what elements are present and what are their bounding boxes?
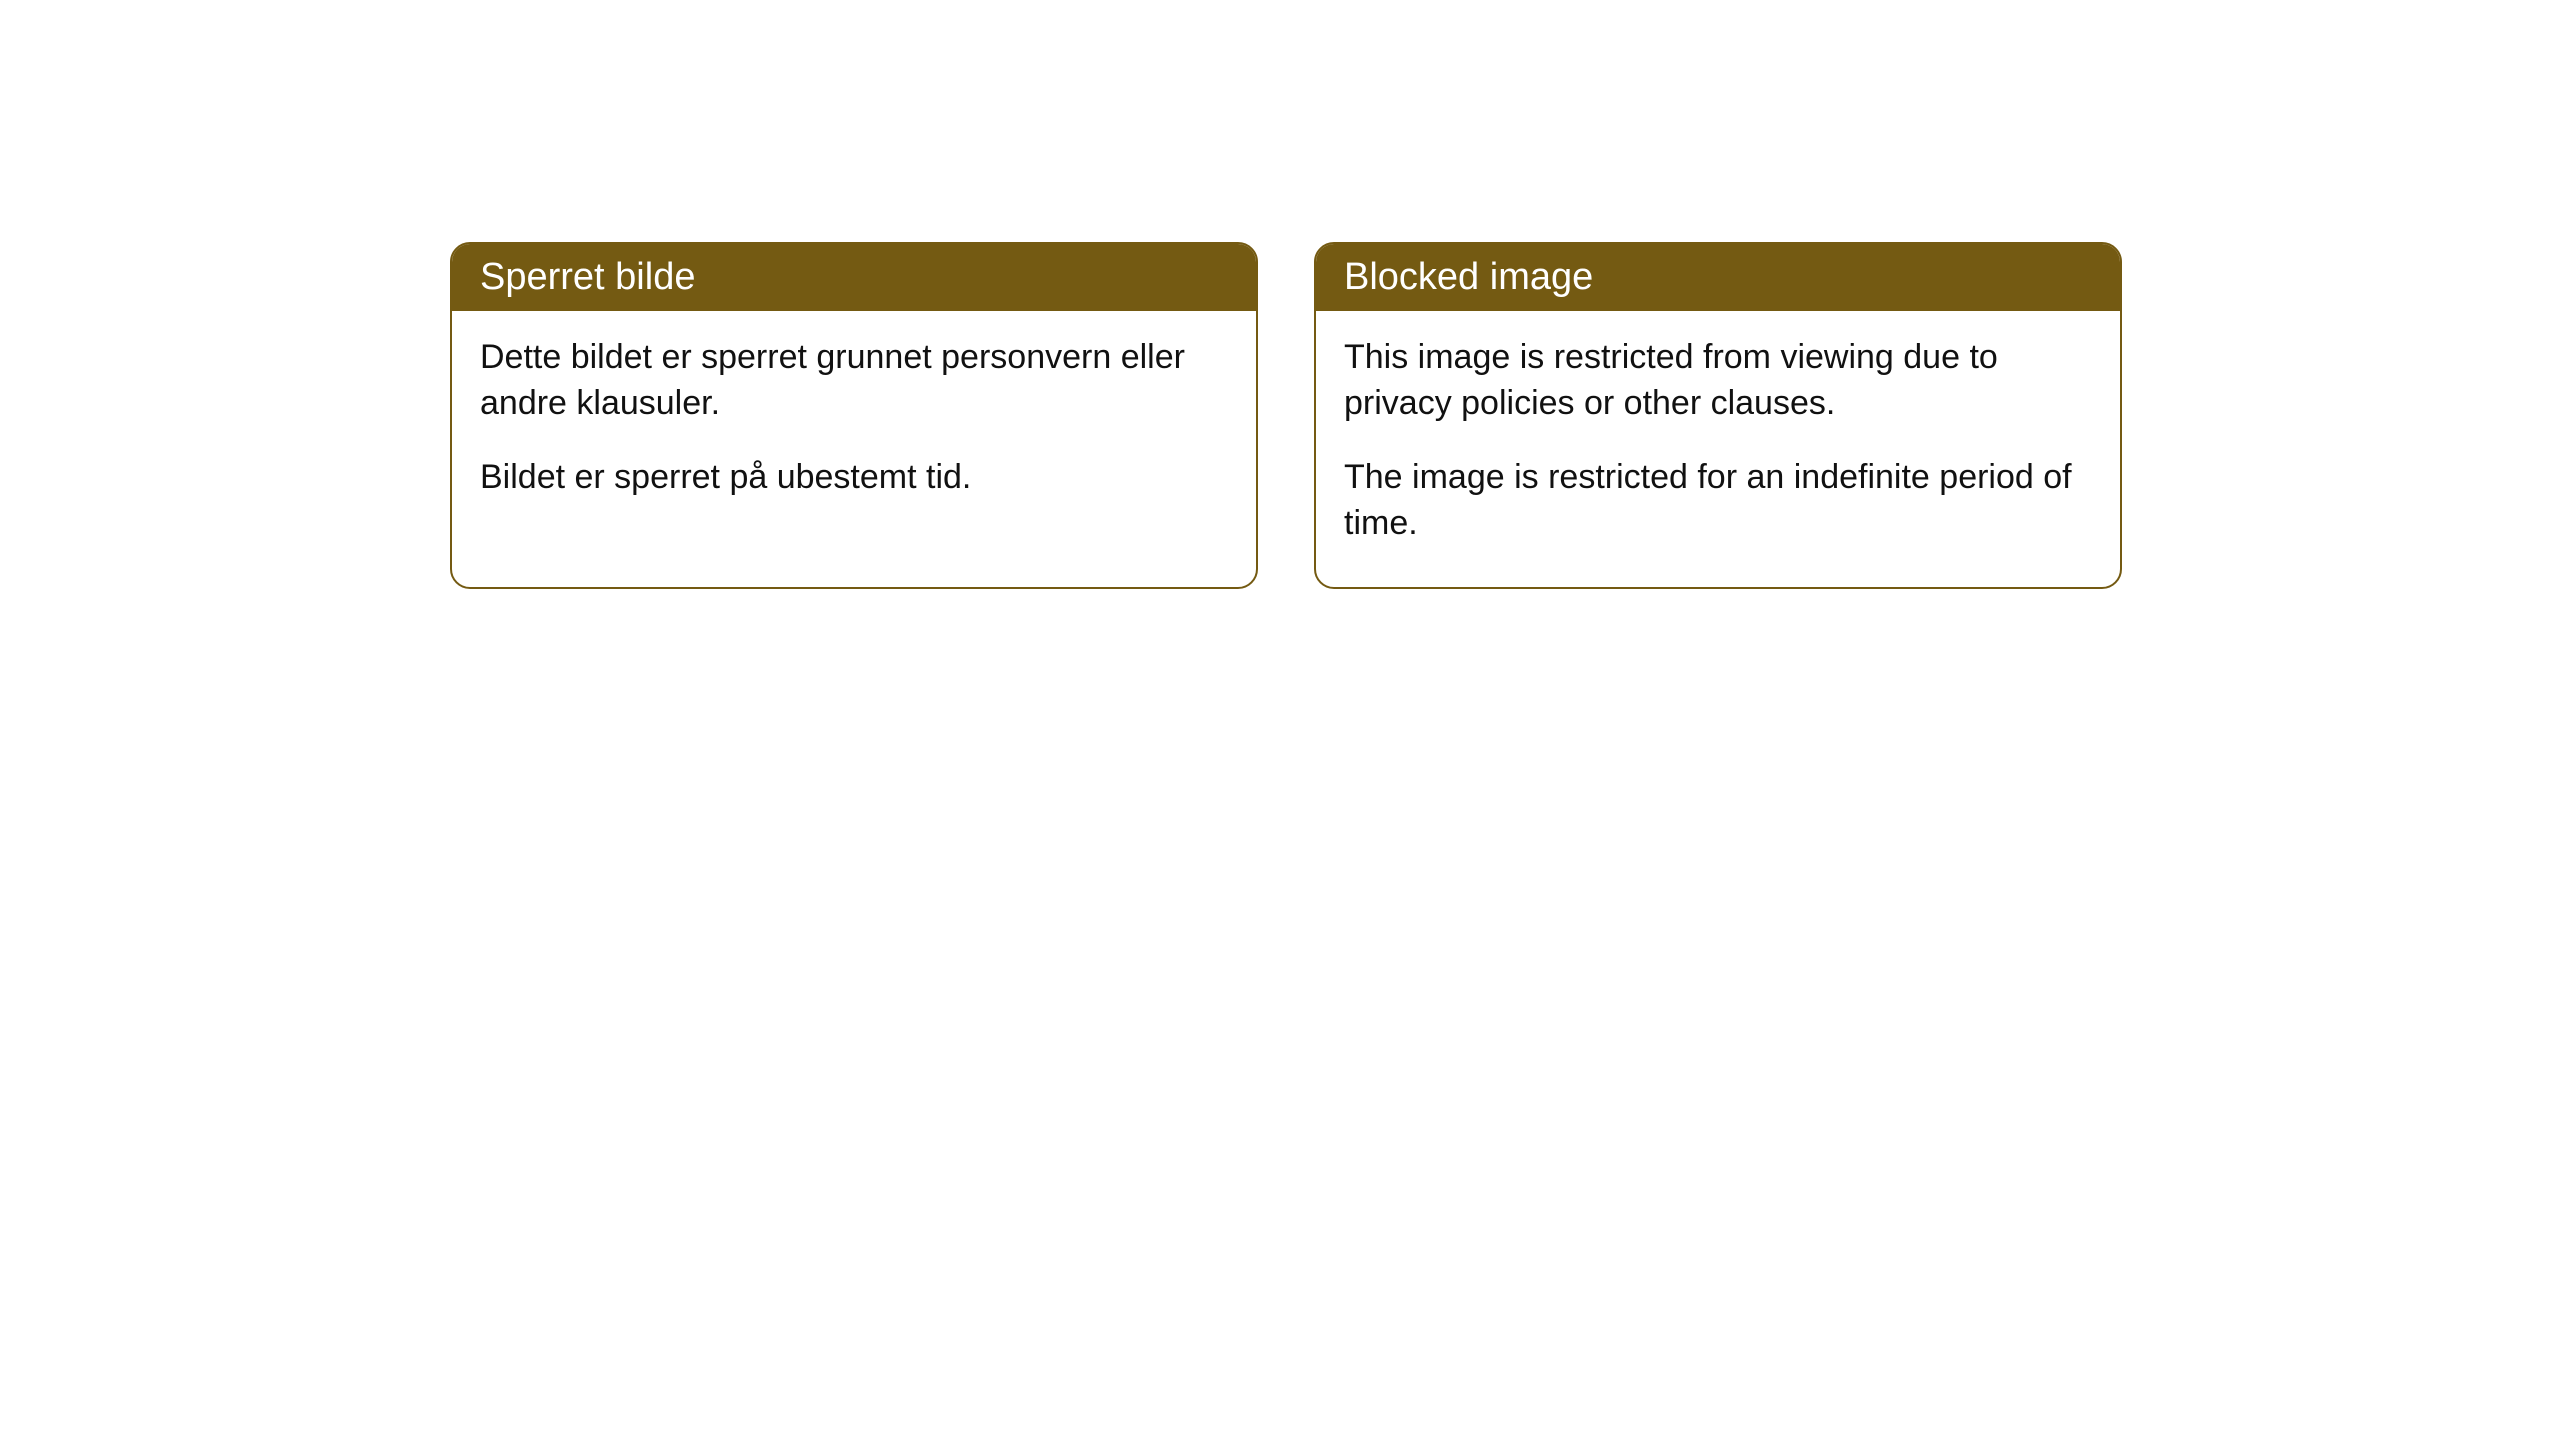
card-header: Sperret bilde [452,244,1256,311]
card-title: Sperret bilde [480,256,695,298]
card-paragraph: Bildet er sperret på ubestemt tid. [480,455,1228,501]
card-paragraph: This image is restricted from viewing du… [1344,335,2092,427]
card-paragraph: The image is restricted for an indefinit… [1344,455,2092,547]
card-paragraph: Dette bildet er sperret grunnet personve… [480,335,1228,427]
cards-container: Sperret bilde Dette bildet er sperret gr… [450,242,2122,589]
card-title: Blocked image [1344,256,1593,298]
card-english: Blocked image This image is restricted f… [1314,242,2122,589]
card-norwegian: Sperret bilde Dette bildet er sperret gr… [450,242,1258,589]
card-body: This image is restricted from viewing du… [1316,311,2120,587]
card-body: Dette bildet er sperret grunnet personve… [452,311,1256,541]
card-header: Blocked image [1316,244,2120,311]
